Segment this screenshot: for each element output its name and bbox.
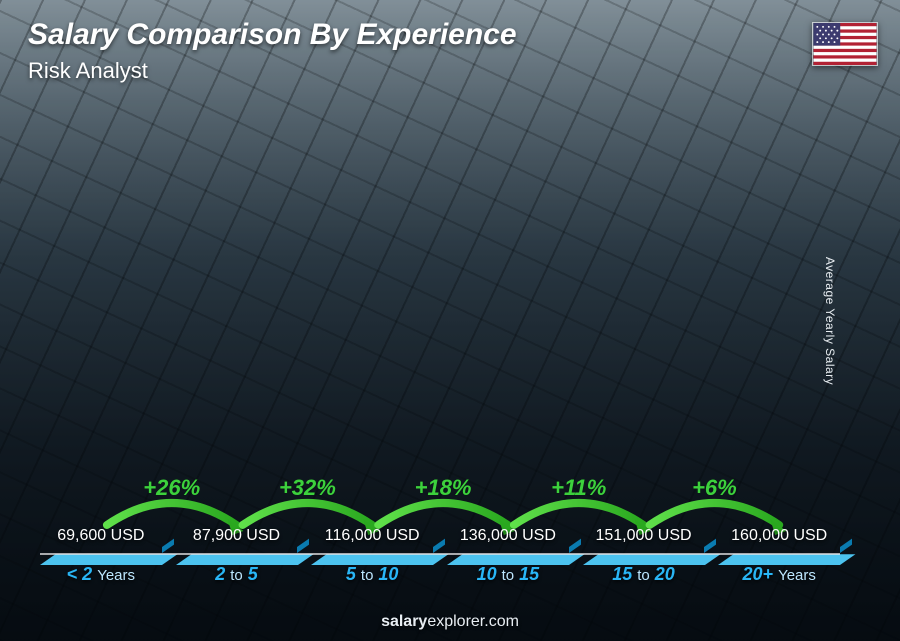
x-label: 5 to 10 [311,564,433,585]
bar-value-label: 69,600 USD [57,527,144,545]
bar-value-label: 116,000 USD [325,527,420,545]
bar-column: 160,000 USD [718,527,840,553]
bar-value-label: 160,000 USD [731,527,827,545]
footer-brand-bold: salary [381,613,427,630]
x-label: 20+ Years [718,564,840,585]
header: Salary Comparison By Experience Risk Ana… [28,18,517,84]
page-subtitle: Risk Analyst [28,58,517,84]
chart-baseline [40,553,840,555]
bars-container: 69,600 USD 87,900 USD 116,000 USD 136,000 U… [40,130,840,553]
bar-column: 87,900 USD [176,527,298,553]
bar-value-label: 136,000 USD [460,527,556,545]
salary-chart: +26%+32%+18%+11%+6% 69,600 USD87,900 USD… [40,130,840,583]
x-labels: < 2 Years 2 to 5 5 to 10 10 to 15 15 to 20 20… [40,564,840,585]
page-title: Salary Comparison By Experience [28,18,517,52]
x-label: 2 to 5 [176,564,298,585]
x-label: < 2 Years [40,564,162,585]
bar-value-label: 87,900 USD [193,527,280,545]
bar-column: 116,000 USD [311,527,433,553]
us-flag-icon [812,22,878,66]
x-label: 10 to 15 [447,564,569,585]
bar-column: 69,600 USD [40,527,162,553]
x-label: 15 to 20 [583,564,705,585]
bar-value-label: 151,000 USD [595,527,691,545]
footer-brand-rest: explorer.com [427,613,519,630]
footer-brand: salaryexplorer.com [0,613,900,631]
bar-column: 151,000 USD [583,527,705,553]
bar-column: 136,000 USD [447,527,569,553]
